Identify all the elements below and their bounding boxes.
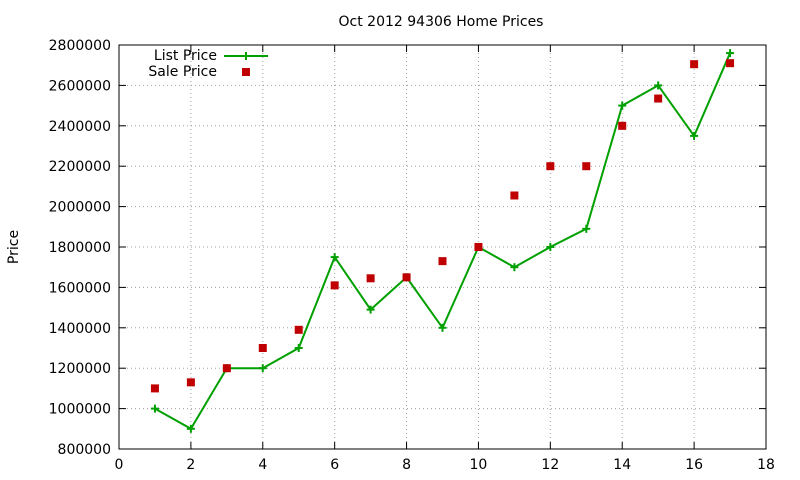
sale-price-point [510, 191, 519, 200]
y-tick-label: 1200000 [49, 361, 111, 377]
sale-price-point [330, 281, 339, 290]
legend-label-list-price: List Price [154, 48, 217, 64]
legend-marker-list-price [242, 52, 250, 60]
y-tick-label: 1600000 [49, 280, 111, 296]
sale-price-point [258, 344, 267, 352]
x-tick-label: 14 [613, 457, 631, 473]
sale-price-point [546, 162, 555, 171]
x-tick-label: 18 [757, 457, 775, 473]
x-tick-label: 16 [685, 457, 703, 473]
sale-price-point [222, 364, 231, 373]
list-price-point [510, 263, 519, 272]
y-tick-label: 1000000 [49, 402, 111, 418]
y-tick-label: 2600000 [49, 78, 111, 94]
sale-price-point [474, 243, 483, 251]
list-price-point [582, 224, 591, 233]
list-price-point [618, 101, 627, 110]
sale-price-point [150, 384, 159, 393]
sale-price-point [186, 378, 195, 387]
sale-price-point [654, 94, 663, 103]
gridlines [119, 45, 766, 449]
x-tick-label: 8 [402, 457, 411, 473]
sale-price-point [366, 274, 375, 283]
y-tick-label: 2200000 [49, 159, 111, 175]
list-price-line [154, 52, 731, 431]
list-price-point [654, 81, 663, 90]
chart-title: Oct 2012 94306 Home Prices [339, 14, 544, 30]
y-tick-label: 1400000 [49, 321, 111, 337]
sale-price-point [294, 325, 303, 334]
sale-price-point [690, 60, 699, 69]
y-tick-label: 800000 [58, 442, 111, 458]
x-tick-label: 12 [541, 457, 559, 473]
x-tick-label: 0 [115, 457, 124, 473]
list-price-point [690, 131, 699, 140]
list-price-point [186, 424, 195, 433]
y-axis-label: Price [6, 230, 22, 264]
sale-price-series [150, 59, 735, 393]
list-price-point [150, 404, 159, 413]
x-tick-label: 4 [258, 457, 267, 473]
series-layer [150, 49, 735, 433]
sale-price-point [402, 273, 411, 282]
x-tick-label: 6 [330, 457, 339, 473]
list-price-point [546, 243, 555, 251]
sale-price-point [726, 59, 735, 68]
y-tick-label: 2000000 [49, 200, 111, 216]
list-price-series [150, 49, 735, 433]
list-price-point [330, 253, 339, 262]
plot-frame [118, 44, 767, 450]
legend-label-sale-price: Sale Price [148, 64, 217, 80]
y-tick-label: 2400000 [49, 119, 111, 135]
sale-price-point [618, 121, 627, 130]
y-tick-label: 2800000 [49, 38, 111, 54]
x-tick-label: 10 [470, 457, 488, 473]
list-price-point [438, 323, 447, 332]
list-price-point [294, 344, 303, 352]
x-tick-label: 2 [186, 457, 195, 473]
sale-price-point [582, 162, 591, 171]
sale-price-point [438, 257, 447, 266]
list-price-point [366, 305, 375, 314]
list-price-point [258, 364, 267, 373]
y-tick-label: 1800000 [49, 240, 111, 256]
legend-marker-sale-price [242, 68, 250, 76]
list-price-point [726, 49, 735, 58]
axis-ticks: 0 2 4 6 8 10 12 14 16 18 800000 1000000 1200000 14000… [49, 38, 775, 473]
